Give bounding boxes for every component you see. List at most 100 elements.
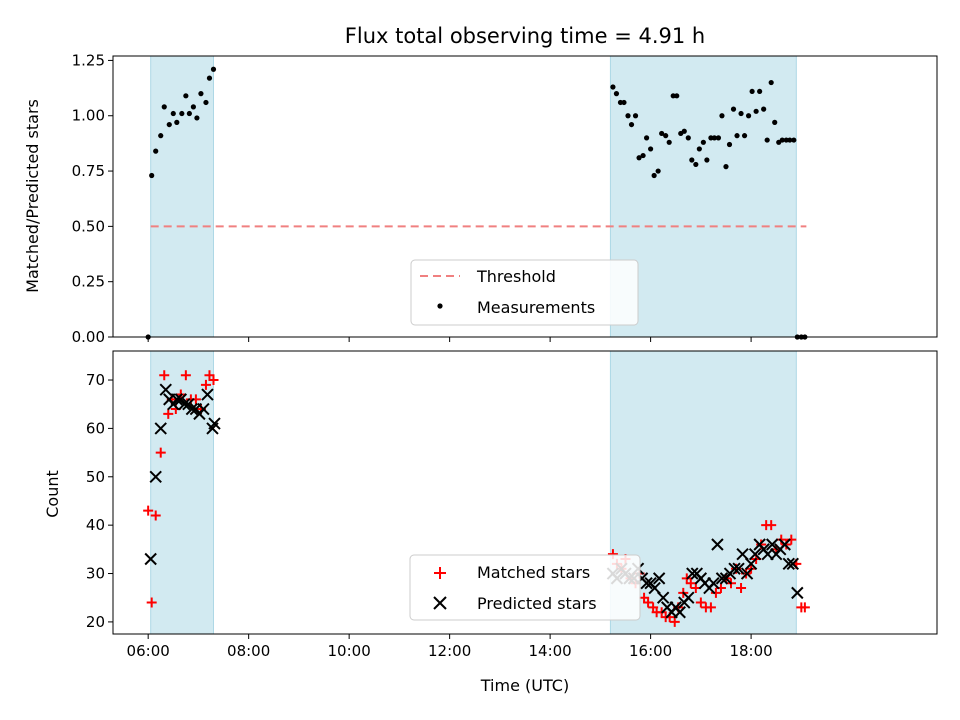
x-axis-label: Time (UTC) — [480, 676, 569, 695]
x-tick-label: 14:00 — [529, 642, 572, 660]
measurement-point — [779, 137, 785, 143]
y-tick-label: 40 — [86, 516, 105, 534]
matched-star-point — [685, 578, 696, 589]
measurement-point — [764, 137, 770, 143]
matched-star-point — [710, 587, 721, 598]
measurement-point — [693, 161, 699, 168]
bottom-panel-frame — [112, 350, 938, 635]
predicted-star-point — [144, 552, 157, 566]
measurement-point — [625, 113, 631, 119]
predicted-star-point — [711, 538, 724, 551]
predicted-star-point — [640, 576, 653, 590]
measurement-point — [198, 91, 204, 97]
measurement-point — [153, 148, 159, 154]
measurement-point — [681, 128, 687, 134]
measurement-point — [621, 99, 627, 106]
x-tick-label: 16:00 — [629, 642, 672, 660]
matched-star-point — [786, 534, 797, 545]
predicted-star-point — [185, 402, 199, 416]
measurement-point — [745, 113, 752, 119]
measurements-series — [145, 66, 808, 340]
measurement-point — [149, 172, 155, 179]
measurement-point — [648, 146, 654, 152]
measurement-point — [636, 155, 642, 161]
x-tick-label: 08:00 — [227, 642, 270, 660]
measurement-point — [715, 135, 722, 141]
measurement-point — [206, 75, 213, 81]
bottom-panel-y-label: Count — [43, 470, 62, 518]
measurement-point — [700, 139, 706, 145]
matched-star-point — [736, 583, 747, 594]
legend-predicted-label: Predicted stars — [477, 594, 597, 613]
measurement-point — [666, 139, 672, 145]
matched-star-point — [150, 510, 161, 521]
x-tick-label: 18:00 — [729, 642, 772, 660]
bottom-legend-box — [409, 554, 641, 621]
measurement-point — [726, 141, 733, 148]
measurement-point — [738, 110, 744, 117]
measurement-point — [674, 93, 680, 99]
predicted-star-point — [765, 538, 779, 551]
top-panel-legend: Threshold Measurements — [410, 259, 639, 326]
predicted-star-point — [791, 586, 804, 600]
matched-star-point — [159, 370, 170, 381]
predicted-star-point — [197, 402, 210, 416]
measurement-point — [655, 168, 661, 174]
top-panel-y-label: Matched/Predicted stars — [23, 99, 42, 293]
predicted-star-point — [652, 572, 666, 585]
measurement-point — [210, 66, 217, 72]
matched-star-point — [163, 408, 174, 419]
matched-star-point — [766, 520, 777, 531]
shaded-interval — [150, 55, 214, 338]
y-tick-label: 0.50 — [72, 217, 105, 235]
predicted-star-point — [732, 562, 745, 575]
measurement-point — [723, 164, 729, 170]
chart-title: Flux total observing time = 4.91 h — [345, 24, 705, 48]
matched-star-point — [643, 597, 654, 608]
measurement-point — [791, 137, 797, 143]
predicted-star-point — [682, 591, 695, 604]
measurement-point — [730, 106, 737, 112]
y-tick-label: 60 — [86, 419, 105, 437]
y-tick-label: 0.00 — [72, 328, 105, 346]
top-legend-box — [410, 259, 639, 326]
y-tick-label: 0.75 — [72, 162, 105, 180]
top-panel-x-ticks — [147, 337, 752, 342]
y-tick-label: 30 — [86, 565, 105, 583]
measurement-point — [749, 88, 755, 95]
measurement-point — [194, 115, 200, 121]
measurement-point — [203, 99, 209, 106]
measurement-point — [757, 88, 763, 95]
legend-measurements-swatch — [437, 303, 443, 309]
top-panel-frame — [112, 55, 938, 338]
legend-predicted-swatch — [433, 596, 447, 610]
matched-star-point — [695, 597, 706, 608]
predicted-star-point — [159, 383, 172, 396]
measurement-point — [186, 110, 192, 117]
top-panel-y-axis: 0.00 0.25 0.50 0.75 1.00 1.25 — [72, 51, 113, 346]
measurement-point — [166, 121, 172, 128]
matched-star-point — [155, 447, 166, 458]
matched-star-point — [146, 597, 157, 608]
y-tick-label: 50 — [86, 468, 105, 486]
predicted-star-point — [715, 572, 729, 585]
y-tick-label: 1.00 — [72, 107, 105, 125]
predicted-star-point — [782, 557, 795, 571]
matched-star-point — [799, 602, 810, 613]
predicted-star-point — [786, 557, 800, 571]
measurement-point — [643, 135, 650, 141]
measurement-point — [663, 133, 669, 139]
measurement-point — [719, 113, 725, 119]
y-tick-label: 70 — [86, 371, 105, 389]
measurement-point — [651, 172, 657, 179]
measurement-point — [704, 157, 710, 163]
predicted-star-point — [778, 538, 791, 551]
measurement-point — [689, 157, 695, 163]
matched-star-point — [180, 370, 191, 381]
predicted-star-point — [740, 567, 754, 580]
predicted-star-point — [744, 557, 758, 571]
measurement-point — [734, 133, 740, 139]
bottom-panel-legend: Matched stars Predicted stars — [409, 554, 641, 621]
predicted-star-point — [201, 388, 214, 401]
